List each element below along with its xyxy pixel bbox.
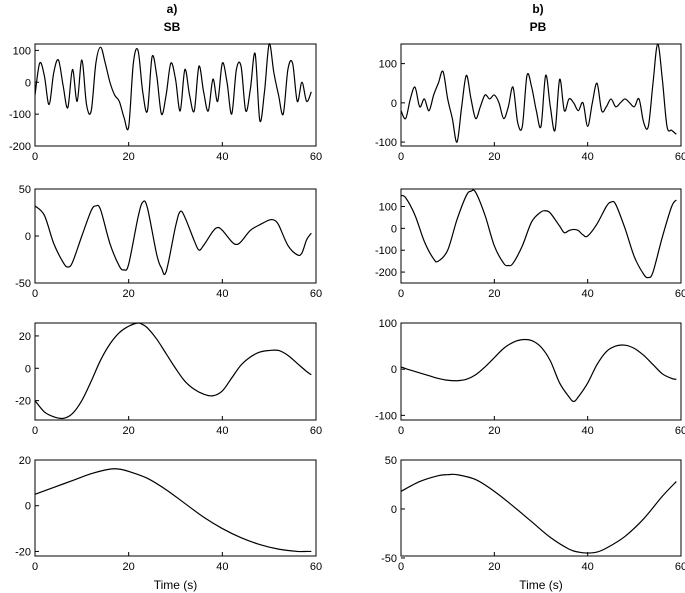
x-tick-label: 0 [32,425,38,437]
x-tick-label: 40 [216,425,228,437]
x-tick-label: 20 [123,425,135,437]
column-title-sb: SB [164,20,181,34]
x-tick-label: 0 [32,151,38,163]
x-axis-label: Time (s) [154,578,198,592]
y-tick-label: 100 [379,318,397,330]
y-tick-label: 0 [391,504,397,516]
x-tick-label: 60 [675,151,685,163]
x-tick-label: 60 [310,425,322,437]
column-title-pb: PB [530,20,547,34]
y-tick-label: -200 [375,267,397,279]
x-tick-label: 20 [123,561,135,573]
y-tick-label: 50 [385,455,397,467]
x-tick-label: 0 [398,561,404,573]
x-tick-label: 20 [488,561,500,573]
y-tick-label: -100 [375,245,397,257]
series-line [400,43,677,143]
panel-letter-a: a) [167,2,178,16]
x-tick-label: 60 [675,288,685,300]
y-tick-label: -20 [15,546,31,558]
x-tick-label: 60 [675,425,685,437]
y-tick-label: 0 [391,364,397,376]
x-tick-label: 0 [398,425,404,437]
y-tick-label: 20 [19,331,31,343]
subplot-sb-3: 0 20 40 60 20 0 -20 [15,322,322,437]
x-tick-label: 0 [398,151,404,163]
x-tick-label: 20 [488,425,500,437]
x-tick-label: 60 [310,561,322,573]
series-line [34,322,312,420]
y-tick-label: 20 [19,455,31,467]
x-tick-label: 0 [398,288,404,300]
series-line [400,338,677,403]
x-tick-label: 20 [488,151,500,163]
y-tick-label: 100 [379,59,397,71]
y-tick-label: 100 [379,201,397,213]
y-tick-label: 50 [19,184,31,196]
x-tick-label: 0 [32,288,38,300]
y-tick-label: -100 [375,410,397,422]
x-tick-label: 20 [488,288,500,300]
plot-frame [400,43,682,147]
y-tick-label: 0 [391,98,397,110]
x-tick-label: 20 [123,151,135,163]
y-tick-label: -50 [15,278,31,290]
plot-frame [34,322,317,421]
series-line [400,189,677,279]
plot-frame [34,188,317,284]
y-tick-label: 100 [13,45,31,57]
x-tick-label: 40 [582,151,594,163]
panel-letter-b: b) [532,2,543,16]
x-axis-label: Time (s) [519,578,563,592]
x-tick-label: 60 [675,561,685,573]
y-tick-label: 0 [25,501,31,513]
y-tick-label: -200 [9,141,31,153]
subplot-sb-1: 0 20 40 60 100 0 -100 -200 [9,43,322,163]
x-tick-label: 40 [582,425,594,437]
x-tick-label: 40 [582,561,594,573]
plot-frame [34,43,317,147]
x-tick-label: 40 [216,288,228,300]
y-tick-label: 0 [25,77,31,89]
subplot-pb-2: 0 20 40 60 100 0 -100 -200 [375,188,685,300]
x-tick-label: 60 [310,151,322,163]
y-tick-label: -100 [9,109,31,121]
y-tick-label: 0 [391,223,397,235]
series-line [400,473,677,554]
x-tick-label: 40 [582,288,594,300]
plot-frame [34,459,317,557]
y-tick-label: 0 [25,363,31,375]
plot-frame [400,459,682,557]
x-tick-label: 40 [216,561,228,573]
series-line [34,468,312,553]
x-tick-label: 0 [32,561,38,573]
y-tick-label: 0 [25,231,31,243]
plot-frame [400,322,682,421]
x-tick-label: 20 [123,288,135,300]
series-line [34,43,312,131]
plot-frame [400,188,682,284]
x-tick-label: 60 [310,288,322,300]
y-tick-label: -20 [15,396,31,408]
y-tick-label: -50 [381,553,397,565]
y-tick-label: -100 [375,137,397,149]
x-tick-label: 40 [216,151,228,163]
series-line [34,200,312,276]
